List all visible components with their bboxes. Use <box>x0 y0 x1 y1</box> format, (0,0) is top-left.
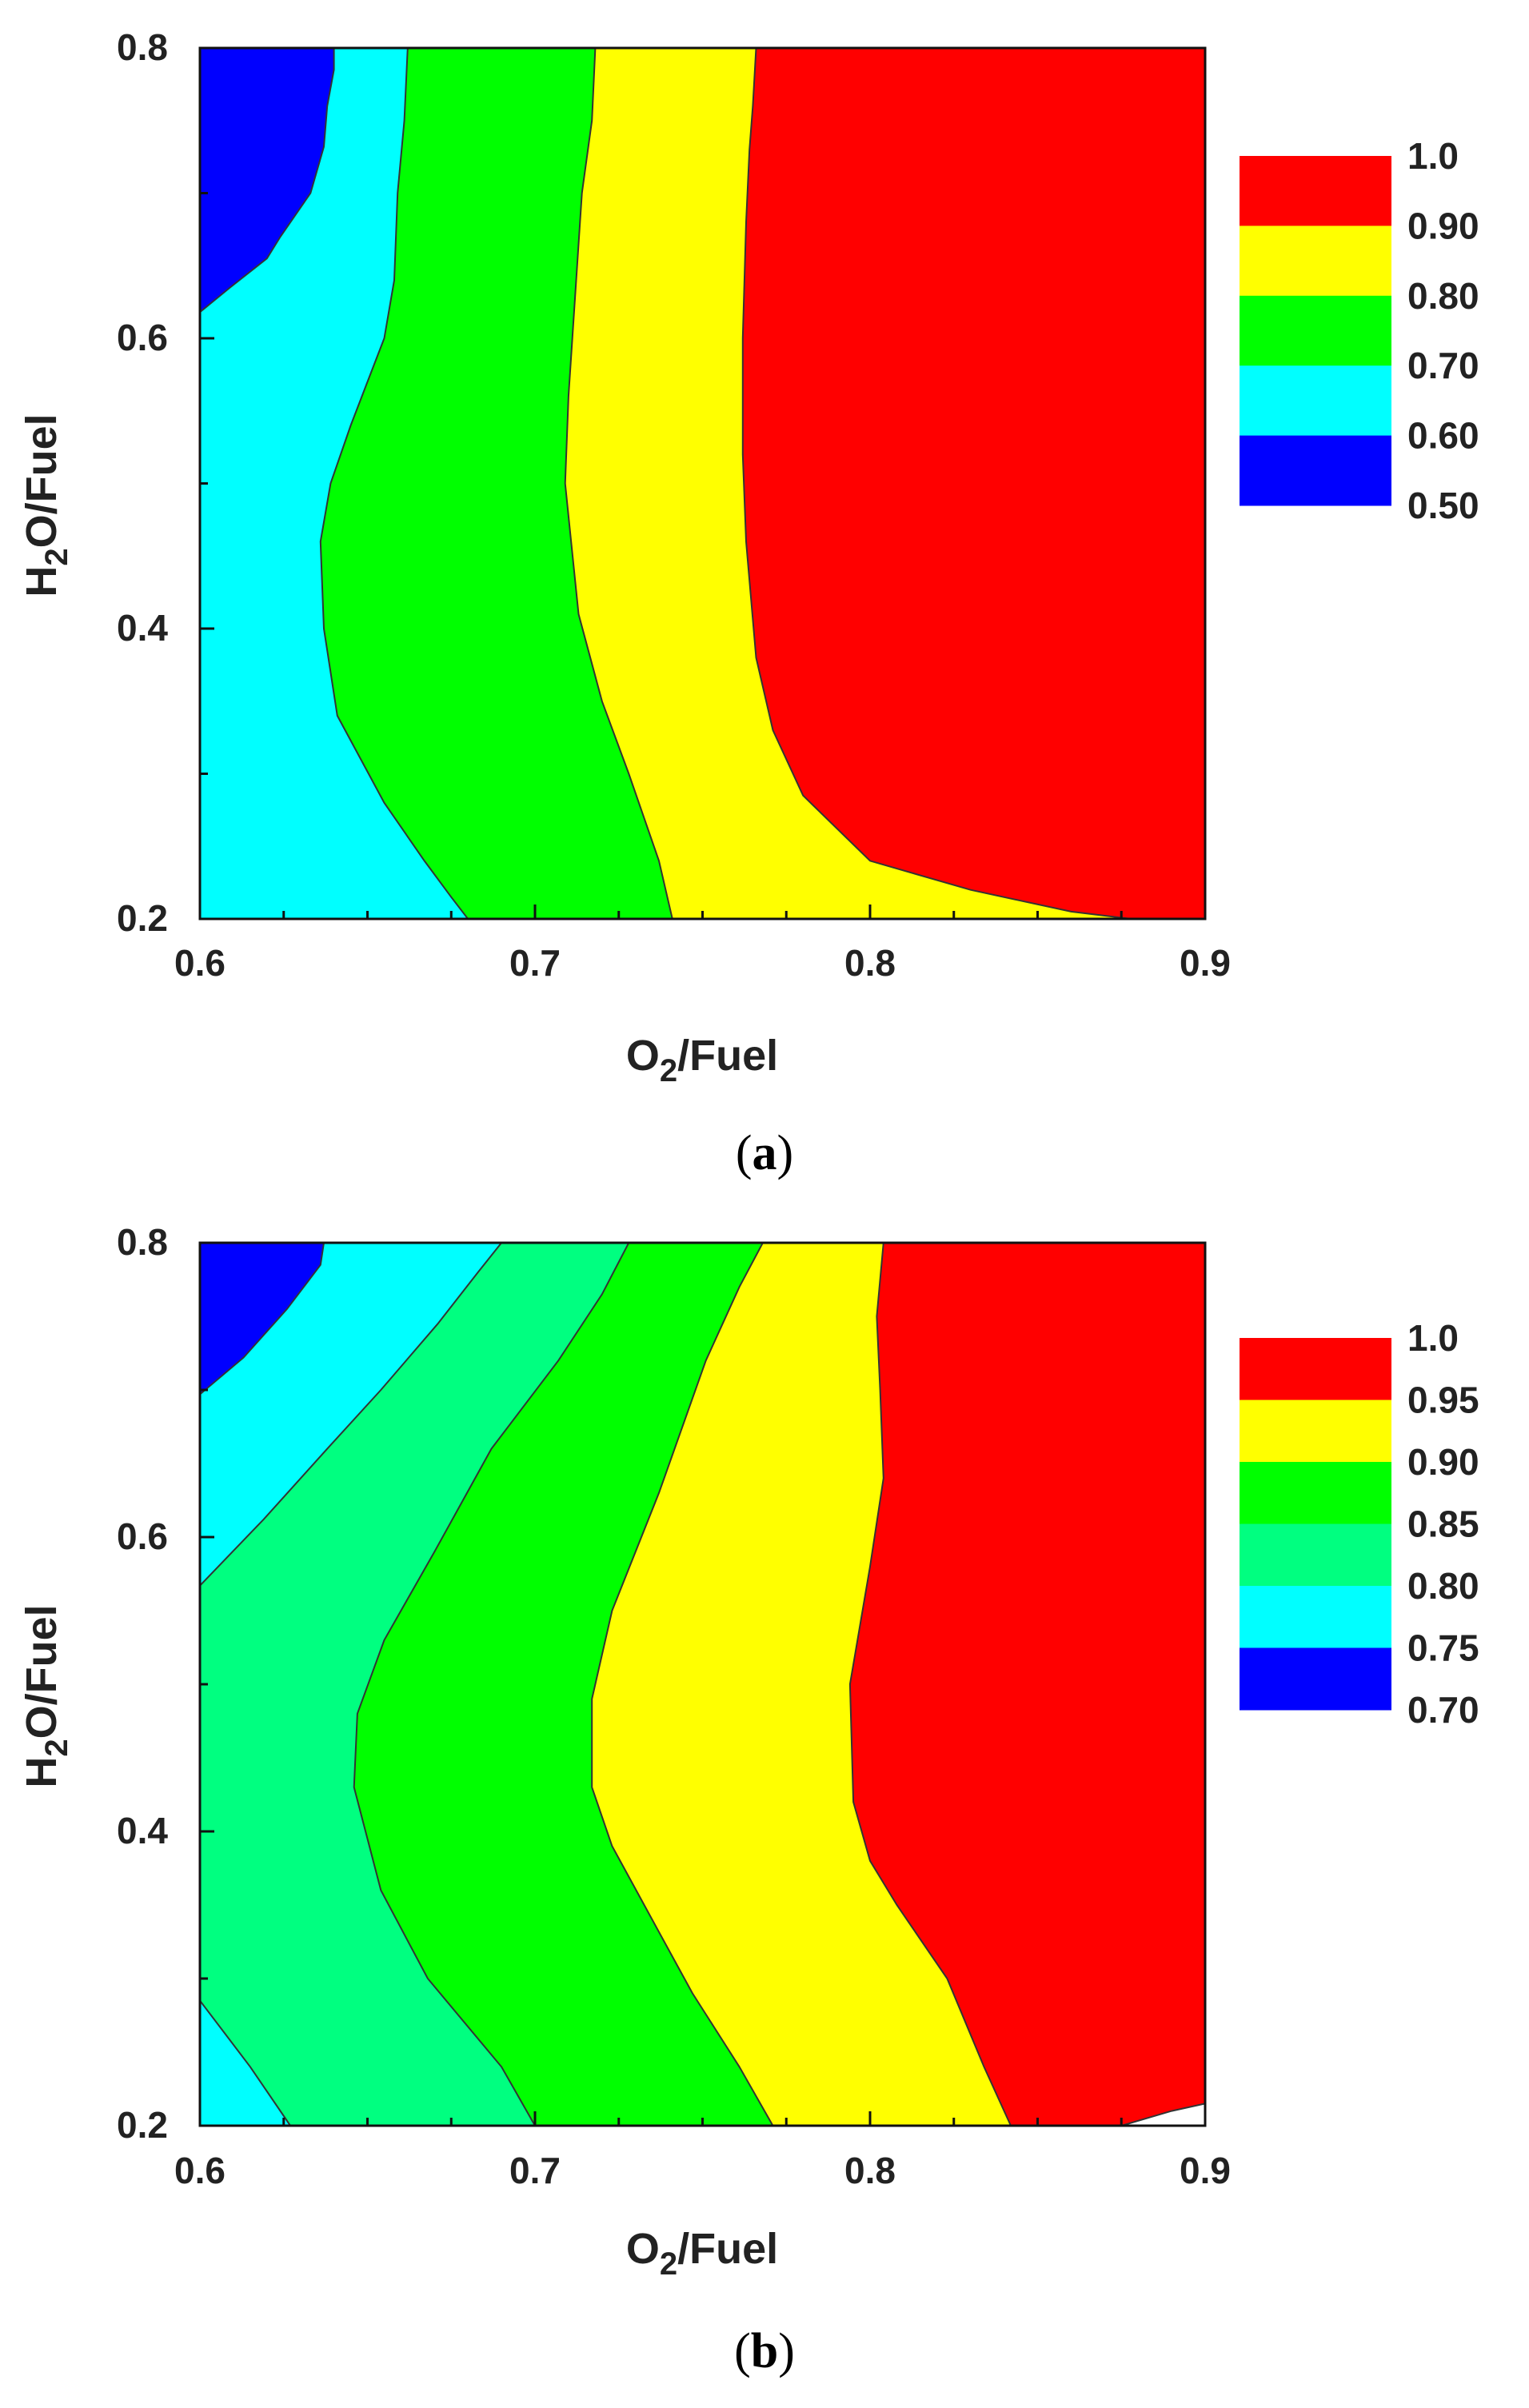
contour-band <box>200 48 469 919</box>
legend-label: 0.70 <box>1407 1689 1479 1731</box>
legend-swatch <box>1240 1338 1391 1400</box>
legend-swatch <box>1240 1647 1391 1711</box>
y-tick-label: 0.8 <box>117 1221 168 1263</box>
contour-line <box>199 48 335 313</box>
contour-line <box>353 1242 630 2126</box>
x-axis-title: O2/Fuel <box>626 2225 778 2282</box>
contour-lines-b <box>199 1242 1206 2126</box>
contour-band <box>200 48 334 313</box>
legend-label: 0.75 <box>1407 1627 1479 1669</box>
legend-swatch <box>1240 156 1391 226</box>
legend-label: 0.50 <box>1407 485 1479 526</box>
contour-line <box>1121 2103 1206 2126</box>
legend-label: 0.95 <box>1407 1380 1479 1421</box>
contour-line <box>741 47 1132 920</box>
y-axis-title: H2O/Fuel <box>18 413 74 597</box>
legend-swatch <box>1240 435 1391 506</box>
y-tick-label: 0.8 <box>117 26 168 68</box>
legend-swatch <box>1240 1586 1391 1648</box>
contour-line <box>199 1242 325 1396</box>
legend-label: 0.85 <box>1407 1504 1479 1545</box>
legend-label: 0.60 <box>1407 415 1479 457</box>
x-tick-label: 0.7 <box>509 942 561 984</box>
y-tick-label: 0.2 <box>117 2104 168 2146</box>
contour-panel-a: 0.6 0.7 0.8 0.9 0.2 0.4 0.6 0.8 O2/Fuel … <box>18 26 1479 1180</box>
contour-line <box>199 1242 502 1587</box>
x-tick-label: 0.6 <box>174 942 226 984</box>
y-tick-label: 0.2 <box>117 897 168 939</box>
contour-band <box>200 2000 291 2126</box>
legend-swatch <box>1240 295 1391 366</box>
legend-label: 0.80 <box>1407 275 1479 317</box>
legend-label: 1.0 <box>1407 1317 1459 1359</box>
panel-caption-a: (a) <box>736 1126 793 1180</box>
x-tick-label: 0.6 <box>174 2150 226 2191</box>
contour-regions-b <box>200 1243 1205 2126</box>
legend-label: 1.0 <box>1407 135 1459 177</box>
y-tick-label: 0.4 <box>117 1810 168 1851</box>
contour-band <box>200 1243 324 1395</box>
x-tick-label: 0.9 <box>1180 2150 1231 2191</box>
legend-label: 0.90 <box>1407 1441 1479 1483</box>
x-axis-title: O2/Fuel <box>626 1032 778 1088</box>
contour-line <box>564 47 673 920</box>
legend-label: 0.70 <box>1407 345 1479 386</box>
x-tick-label: 0.9 <box>1180 942 1231 984</box>
contour-line <box>319 47 469 920</box>
axis-ticks-b <box>198 1241 1207 2127</box>
legend-swatch <box>1240 365 1391 437</box>
contour-band <box>200 1243 502 1586</box>
contour-panel-b: 0.6 0.7 0.8 0.9 0.2 0.4 0.6 0.8 O2/Fuel … <box>18 1221 1479 2378</box>
legend-swatch <box>1240 226 1391 297</box>
y-axis-title: H2O/Fuel <box>18 1604 74 1787</box>
y-tick-label: 0.6 <box>117 317 168 358</box>
legend-label: 0.90 <box>1407 205 1479 246</box>
contour-lines-a <box>199 47 1132 920</box>
legend-swatch <box>1240 1400 1391 1463</box>
x-tick-label: 0.8 <box>844 942 896 984</box>
contour-line <box>591 1242 774 2126</box>
contour-line <box>848 1242 1012 2126</box>
x-tick-label: 0.8 <box>844 2150 896 2191</box>
axis-ticks-a <box>198 46 1207 920</box>
legend-swatch <box>1240 1462 1391 1524</box>
legend-a: 1.0 0.90 0.80 0.70 0.60 0.50 <box>1240 135 1479 526</box>
panel-caption-b: (b) <box>734 2324 795 2378</box>
y-tick-label: 0.6 <box>117 1515 168 1557</box>
y-tick-label: 0.4 <box>117 607 168 649</box>
legend-swatch <box>1240 1523 1391 1587</box>
contour-regions-a <box>200 48 1205 919</box>
legend-label: 0.80 <box>1407 1565 1479 1607</box>
x-tick-label: 0.7 <box>509 2150 561 2191</box>
contour-line <box>199 1999 291 2126</box>
legend-b: 1.0 0.95 0.90 0.85 0.80 0.75 0.70 <box>1240 1317 1479 1731</box>
